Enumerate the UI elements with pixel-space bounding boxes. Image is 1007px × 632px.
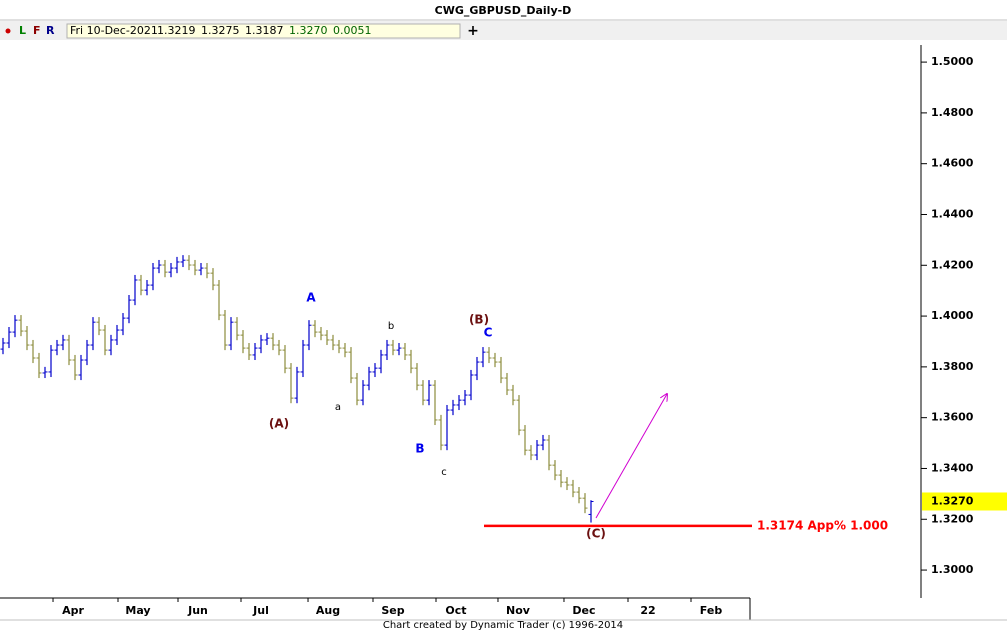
x-tick-label: Apr [62, 604, 84, 617]
wave-label: B [415, 442, 424, 456]
info-field [66, 23, 461, 39]
x-tick-label: Feb [700, 604, 723, 617]
info-close: 1.3270 [289, 24, 328, 37]
y-tick-label: 1.4000 [931, 309, 974, 322]
support-label: 1.3174 App% 1.000 [757, 518, 888, 532]
y-tick-label: 1.3000 [931, 563, 974, 576]
x-tick-label: Sep [381, 604, 404, 617]
info-letter[interactable]: R [46, 24, 55, 37]
info-date: Fri 10-Dec-2021 [70, 24, 158, 37]
wave-label: C [484, 326, 493, 340]
wave-label: a [335, 402, 341, 413]
footer: Chart created by Dynamic Trader (c) 1996… [383, 620, 623, 631]
y-tick-label: 1.3600 [931, 411, 974, 424]
y-tick-label: 1.4800 [931, 106, 974, 119]
status-dot [5, 28, 11, 34]
last-price-label: 1.3270 [931, 494, 974, 507]
wave-label: A [306, 291, 316, 305]
x-tick-label: Oct [445, 604, 466, 617]
last-price-box [922, 492, 1007, 511]
wave-label: b [388, 321, 394, 332]
y-tick-label: 1.4400 [931, 207, 974, 220]
info-letter[interactable]: L [19, 24, 26, 37]
info-open: 1.3219 [157, 24, 196, 37]
y-tick-label: 1.3200 [931, 512, 974, 525]
projection-arrow [595, 394, 667, 519]
wave-label: (B) [469, 313, 489, 327]
info-change: 0.0051 [333, 24, 372, 37]
chart-title: CWG_GBPUSD_Daily-D [435, 4, 572, 17]
x-tick-label: Aug [316, 604, 340, 617]
info-low: 1.3187 [245, 24, 284, 37]
x-tick-label: Jun [187, 604, 208, 617]
x-tick-label: 22 [640, 604, 655, 617]
x-tick-label: May [125, 604, 150, 617]
info-high: 1.3275 [201, 24, 240, 37]
info-letter[interactable]: F [33, 24, 41, 37]
y-tick-label: 1.5000 [931, 55, 974, 68]
wave-label: (C) [586, 527, 606, 541]
y-tick-label: 1.4600 [931, 157, 974, 170]
y-tick-label: 1.3800 [931, 360, 974, 373]
wave-label: (A) [269, 417, 289, 431]
x-tick-label: Jul [252, 604, 269, 617]
x-tick-label: Nov [506, 604, 531, 617]
x-tick-label: Dec [572, 604, 595, 617]
y-tick-label: 1.4200 [931, 258, 974, 271]
add-button[interactable]: + [467, 23, 479, 39]
y-tick-label: 1.3400 [931, 461, 974, 474]
title-bar [0, 0, 1007, 20]
wave-label: c [441, 467, 447, 478]
